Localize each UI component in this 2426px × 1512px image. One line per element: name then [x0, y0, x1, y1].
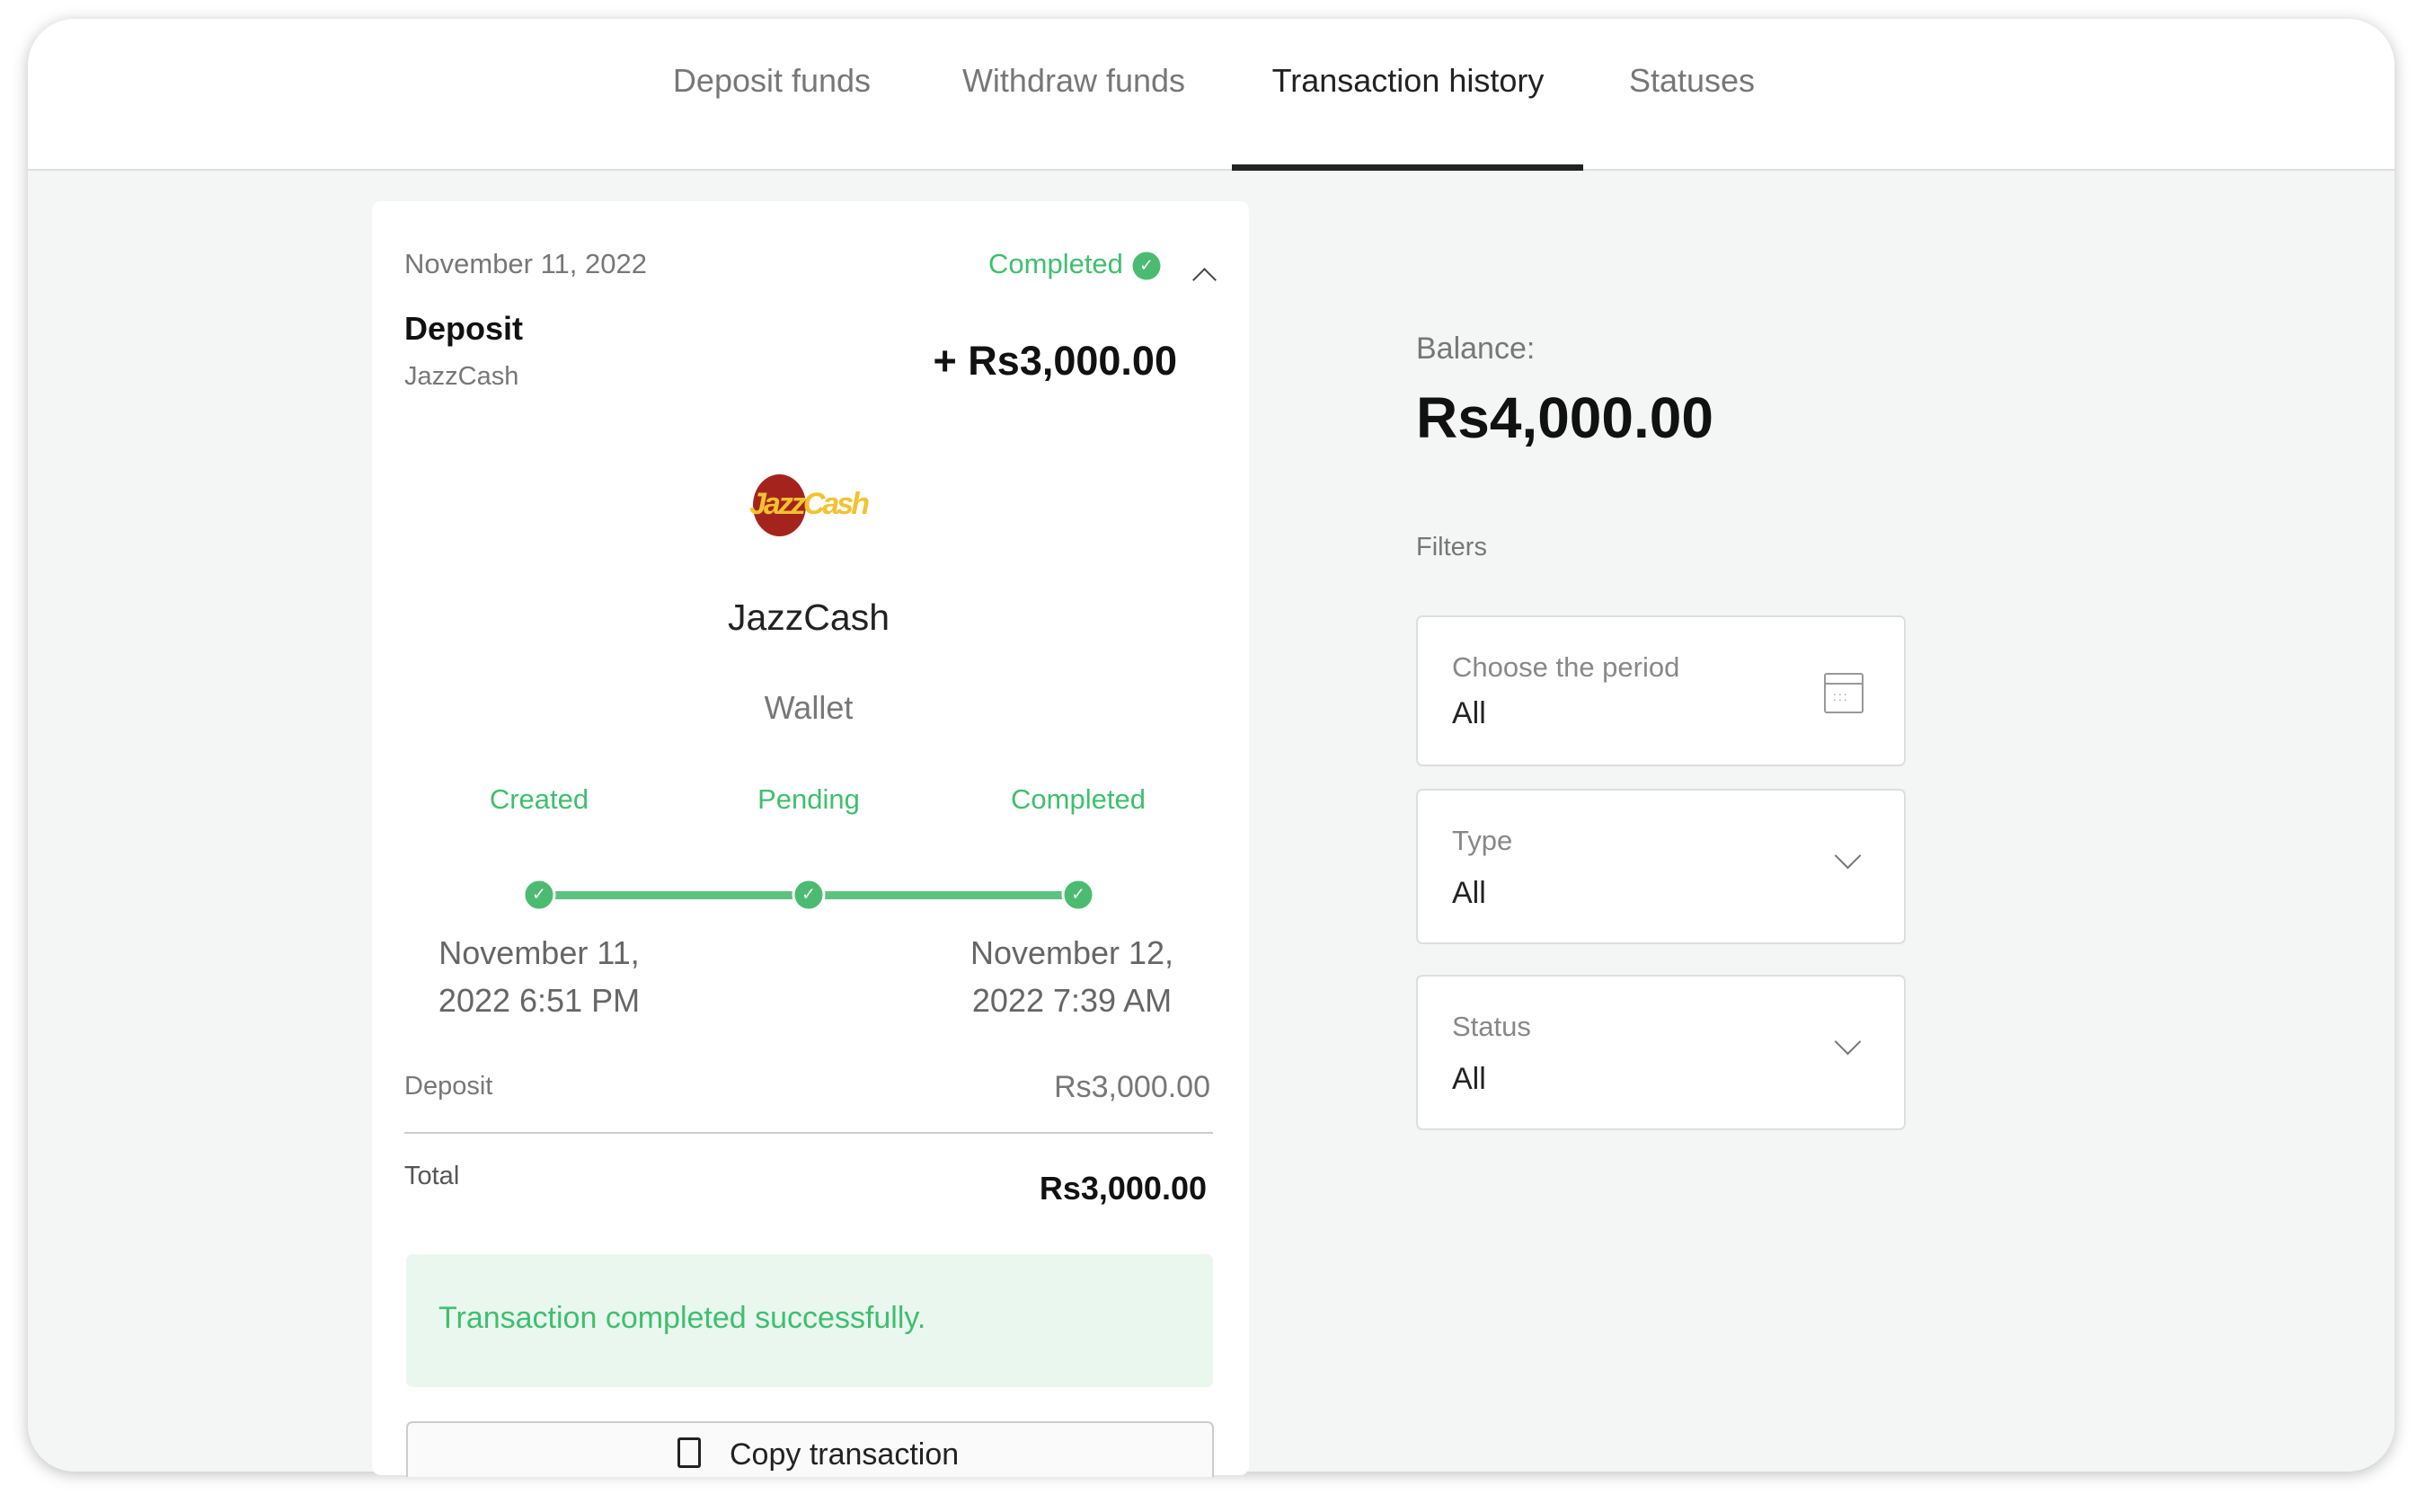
- success-message: Transaction completed successfully.: [438, 1301, 926, 1335]
- provider-name: JazzCash: [727, 597, 890, 638]
- deposit-label: Deposit: [404, 1072, 493, 1101]
- date-line: November 11,: [438, 934, 640, 971]
- jazzcash-logo: JazzCash: [747, 468, 871, 555]
- step-completed-label: Completed: [1011, 783, 1146, 815]
- status-badge: Completed: [988, 248, 1123, 279]
- deposit-value: Rs3,000.00: [1054, 1070, 1210, 1104]
- tab-bar: Deposit funds Withdraw funds Transaction…: [28, 19, 2395, 171]
- status-filter[interactable]: Status All: [1416, 975, 1906, 1130]
- success-banner: Transaction completed successfully.: [406, 1254, 1213, 1387]
- period-value: All: [1452, 696, 1486, 730]
- step-created-label: Created: [489, 783, 589, 815]
- total-value: Rs3,000.00: [1039, 1170, 1207, 1207]
- chevron-down-icon: [1834, 842, 1862, 870]
- time-line: 2022 6:51 PM: [438, 982, 641, 1019]
- check-circle-icon: ✓: [1061, 878, 1095, 912]
- balance-label: Balance:: [1416, 332, 1536, 366]
- copy-icon: [677, 1437, 701, 1468]
- tab-transaction-history[interactable]: Transaction history: [1271, 62, 1545, 99]
- period-filter[interactable]: Choose the period All :::: [1416, 615, 1906, 766]
- step-completed-date: November 12, 2022 7:39 AM: [970, 929, 1173, 1024]
- chevron-down-icon: [1834, 1028, 1862, 1056]
- copy-transaction-button[interactable]: Copy transaction: [406, 1421, 1214, 1477]
- step-pending-label: Pending: [757, 783, 860, 815]
- transaction-amount: + Rs3,000.00: [933, 338, 1177, 384]
- step-created-date: November 11, 2022 6:51 PM: [438, 929, 640, 1024]
- transaction-type: Deposit: [404, 310, 524, 347]
- period-label: Choose the period: [1452, 651, 1680, 683]
- chevron-up-icon[interactable]: [1192, 268, 1217, 292]
- app-window: Deposit funds Withdraw funds Transaction…: [28, 19, 2395, 1477]
- check-circle-icon: ✓: [1132, 252, 1161, 280]
- transaction-card: November 11, 2022 Completed ✓ Deposit Ja…: [372, 201, 1249, 1477]
- date-line: November 12,: [970, 934, 1174, 971]
- time-line: 2022 7:39 AM: [971, 982, 1173, 1019]
- tab-statuses[interactable]: Statuses: [1628, 62, 1756, 99]
- provider-type: Wallet: [764, 689, 854, 726]
- type-value: All: [1452, 876, 1486, 910]
- status-label: Status: [1452, 1011, 1531, 1042]
- transaction-method: JazzCash: [404, 362, 519, 391]
- balance-value: Rs4,000.00: [1416, 385, 1713, 450]
- check-circle-icon: ✓: [792, 878, 826, 912]
- divider: [404, 1132, 1213, 1134]
- active-tab-indicator: [1232, 164, 1583, 171]
- total-label: Total: [404, 1162, 460, 1190]
- transaction-date: November 11, 2022: [404, 248, 647, 279]
- type-label: Type: [1452, 825, 1513, 856]
- tab-withdraw-funds[interactable]: Withdraw funds: [961, 62, 1186, 99]
- type-filter[interactable]: Type All: [1416, 789, 1906, 944]
- tab-deposit-funds[interactable]: Deposit funds: [672, 62, 872, 99]
- calendar-icon: :::: [1824, 673, 1864, 713]
- check-circle-icon: ✓: [522, 878, 556, 912]
- status-value: All: [1452, 1062, 1486, 1096]
- filters-title: Filters: [1416, 533, 1487, 561]
- copy-label: Copy transaction: [730, 1437, 960, 1472]
